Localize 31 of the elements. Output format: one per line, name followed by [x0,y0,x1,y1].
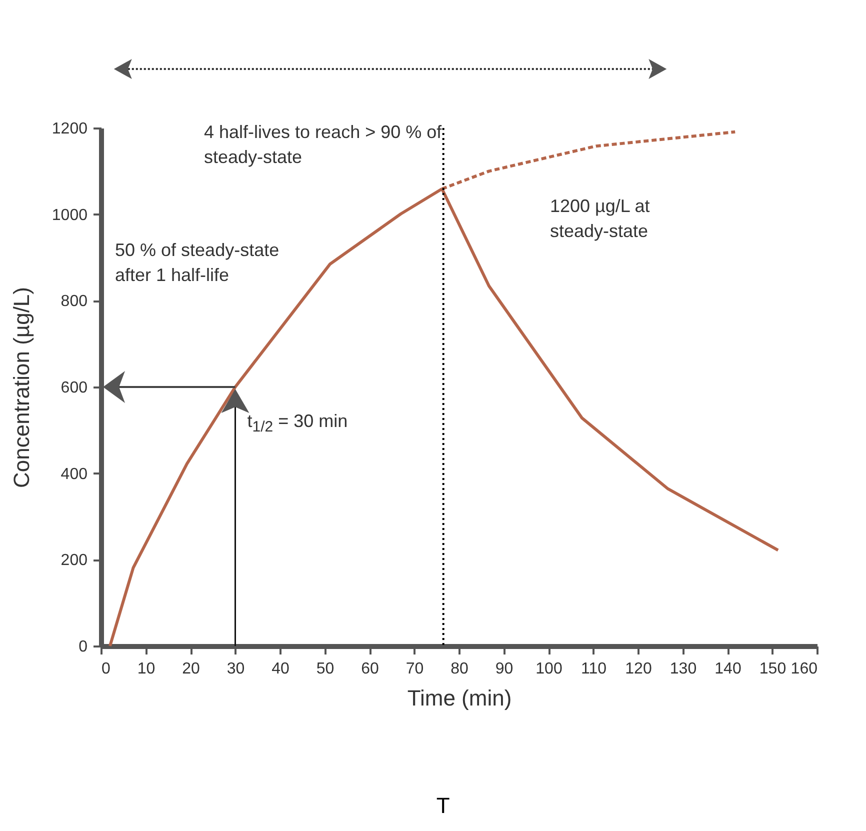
x-tick-label: 120 [625,660,652,678]
x-tick-label: 130 [670,660,697,678]
x-tick-label: 140 [714,660,742,678]
x-tick-label: 30 [226,660,245,678]
x-tick-label: 90 [495,660,514,678]
x-tick-label: 100 [536,660,562,678]
x-tick-label: 160 [790,660,818,678]
x-axis-title: Time (min) [407,686,512,710]
y-tick-label: 200 [60,552,88,570]
annotation: 4 half-lives to reach > 90 % of steady-state [204,121,443,170]
y-tick-label: 0 [78,638,88,656]
x-tick-label: 70 [406,660,424,678]
ref-line-label: T [436,792,450,820]
annotation: t$_{1/2}$ = 30 min [247,410,348,438]
y-tick-label: 400 [60,466,88,483]
x-tick-label: 150 [759,660,786,678]
y-tick-label: 1000 [52,206,88,224]
x-tick-label: 0 [102,660,110,678]
annotation: 50 % of steady-state after 1 half-life [115,239,280,288]
y-tick-label: 1200 [52,120,88,138]
x-tick-label: 50 [316,660,334,678]
y-tick-label: 600 [60,380,88,396]
y-axis-title: Concentration (µg/L) [8,287,34,488]
x-tick-label: 80 [450,660,468,678]
annotation: 1200 µg/L at steady-state [550,195,651,244]
x-tick-label: 40 [272,660,290,678]
x-tick-label: 20 [182,660,200,678]
x-tick-label: 10 [137,660,156,678]
x-tick-label: 110 [580,660,607,678]
y-tick-label: 800 [60,293,88,310]
x-tick-label: 60 [361,660,379,678]
